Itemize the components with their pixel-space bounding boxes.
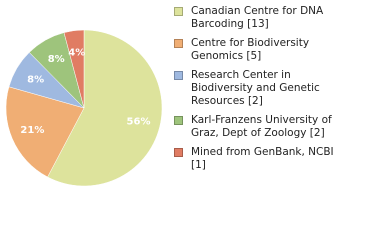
legend-label: Canadian Centre for DNA Barcoding [13] [191, 5, 324, 30]
pie-slice [47, 29, 163, 187]
legend-item: Canadian Centre for DNA Barcoding [13] [172, 5, 377, 31]
legend-swatch [174, 116, 183, 125]
pie-area: 56%21%8%8%4% [5, 29, 163, 187]
legend-swatch [174, 71, 183, 80]
legend: Canadian Centre for DNA Barcoding [13] Ce… [172, 5, 377, 178]
slice-label: 8% [27, 74, 44, 85]
pie-slice [63, 29, 85, 109]
legend-label: Karl-Franzens University of Graz, Dept o… [191, 114, 332, 139]
legend-item: Mined from GenBank, NCBI [1] [172, 146, 377, 172]
legend-label: Mined from GenBank, NCBI [1] [191, 146, 334, 171]
legend-label: Research Center in Biodiversity and Gene… [191, 69, 320, 107]
slice-label: 21% [20, 125, 44, 136]
legend-swatch [174, 7, 183, 16]
legend-item: Research Center in Biodiversity and Gene… [172, 69, 377, 108]
slice-label: 8% [48, 54, 65, 65]
pie-slice [5, 86, 85, 178]
legend-item: Centre for Biodiversity Genomics [5] [172, 37, 377, 63]
legend-swatch [174, 39, 183, 48]
slice-label: 56% [127, 117, 151, 128]
legend-swatch [174, 148, 183, 157]
legend-label: Centre for Biodiversity Genomics [5] [191, 37, 310, 62]
legend-item: Karl-Franzens University of Graz, Dept o… [172, 114, 377, 140]
slice-label: 4% [68, 47, 85, 58]
